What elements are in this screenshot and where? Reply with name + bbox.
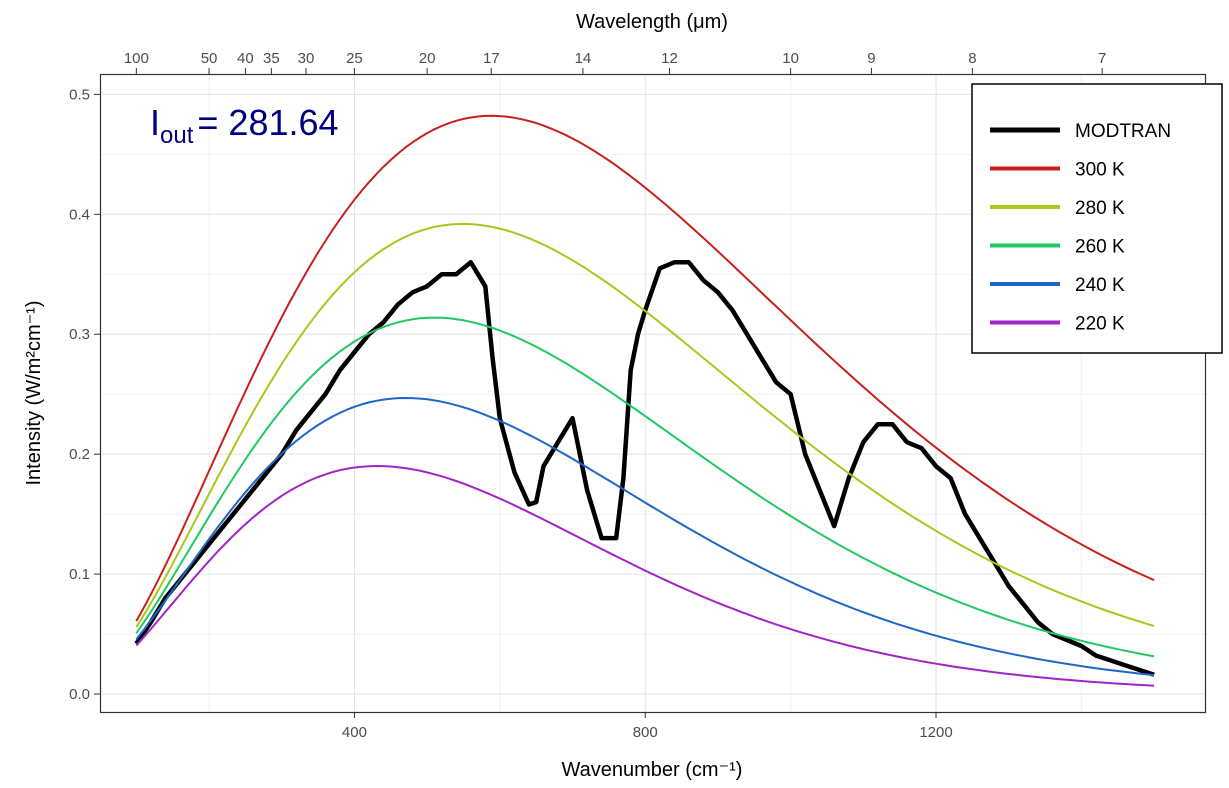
top-tick-label: 12 bbox=[661, 50, 678, 67]
plot-frame bbox=[99, 73, 1207, 714]
legend-label: 220 K bbox=[1075, 314, 1125, 335]
y-tick-label: 0.4 bbox=[69, 206, 90, 223]
top-tick-label: 100 bbox=[124, 50, 149, 67]
top-tick-label: 7 bbox=[1098, 50, 1106, 67]
legend: MODTRAN 300 K 280 K 260 K 240 K 220 K bbox=[971, 83, 1223, 354]
y-tick-label: 0.2 bbox=[69, 446, 90, 463]
series-line-280-k bbox=[135, 222, 1155, 628]
series-layer bbox=[134, 114, 1155, 687]
x-tick-label: 400 bbox=[342, 724, 367, 741]
series-line-240-k bbox=[135, 397, 1155, 677]
top-tick-label: 35 bbox=[263, 50, 280, 67]
legend-label: 240 K bbox=[1075, 275, 1125, 296]
legend-label: 280 K bbox=[1075, 198, 1125, 219]
series-line-260-k bbox=[135, 316, 1155, 658]
top-tick-label: 9 bbox=[867, 50, 875, 67]
y-tick-label: 0.0 bbox=[69, 686, 90, 703]
top-tick-label: 14 bbox=[575, 50, 592, 67]
series-line-220-k bbox=[135, 465, 1155, 687]
top-tick-label: 20 bbox=[419, 50, 436, 67]
x-axis-title: Wavenumber (cm⁻¹) bbox=[562, 759, 743, 781]
x-tick-label: 1200 bbox=[919, 724, 952, 741]
iout-symbol: I bbox=[150, 102, 160, 143]
top-tick-label: 25 bbox=[346, 50, 363, 67]
top-tick-label: 8 bbox=[968, 50, 976, 67]
legend-label: MODTRAN bbox=[1075, 121, 1171, 142]
series-line-300-k bbox=[135, 114, 1155, 622]
y-axis-title: Intensity (W/m²cm⁻¹) bbox=[23, 301, 45, 486]
top-tick-label: 30 bbox=[298, 50, 315, 67]
axes: 400 800 1200 0.0 0.1 0.2 0.3 0.4 0.5 100 50 40 35 30 2… bbox=[69, 50, 1106, 741]
y-tick-label: 0.3 bbox=[69, 326, 90, 343]
top-tick-label: 10 bbox=[782, 50, 799, 67]
iout-annotation: Iout = 281.64 bbox=[150, 102, 339, 149]
x-tick-label: 800 bbox=[633, 724, 658, 741]
series-line-modtran bbox=[134, 260, 1155, 677]
iout-subscript: out bbox=[160, 122, 194, 149]
top-tick-label: 17 bbox=[483, 50, 500, 67]
legend-label: 300 K bbox=[1075, 160, 1125, 181]
iout-value: = 281.64 bbox=[197, 102, 338, 143]
top-tick-label: 40 bbox=[237, 50, 254, 67]
top-x-axis-title: Wavelength (μm) bbox=[576, 11, 728, 33]
y-tick-label: 0.1 bbox=[69, 566, 90, 583]
top-tick-label: 50 bbox=[201, 50, 218, 67]
legend-label: 260 K bbox=[1075, 237, 1125, 258]
y-tick-label: 0.5 bbox=[69, 86, 90, 103]
